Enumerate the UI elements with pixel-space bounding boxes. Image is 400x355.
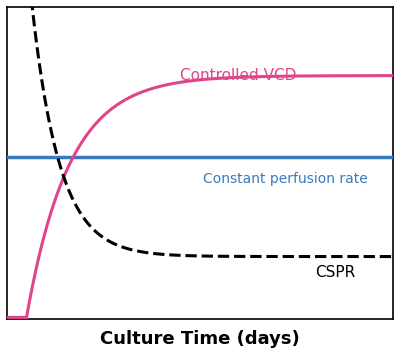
X-axis label: Culture Time (days): Culture Time (days) [100, 330, 300, 348]
Text: Constant perfusion rate: Constant perfusion rate [202, 171, 367, 186]
Text: CSPR: CSPR [315, 264, 355, 280]
Text: Controlled VCD: Controlled VCD [180, 68, 297, 83]
